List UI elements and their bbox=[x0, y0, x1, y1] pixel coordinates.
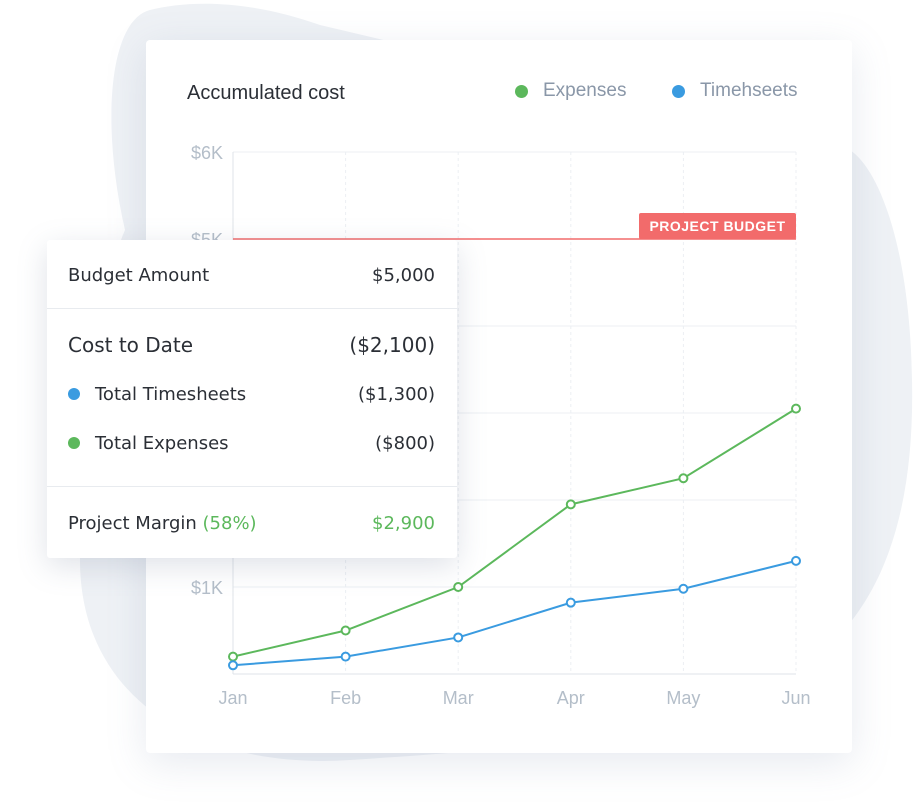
total-timesheets-label: Total Timesheets bbox=[95, 383, 247, 405]
timesheets-point bbox=[791, 555, 801, 566]
x-tick-label: Jan bbox=[218, 688, 247, 708]
project-budget-tag: PROJECT BUDGET bbox=[639, 213, 796, 239]
total-expenses-row: Total Expenses ($800) bbox=[68, 430, 435, 456]
y-tick-label: $6K bbox=[191, 143, 223, 163]
x-tick-label: May bbox=[666, 688, 700, 708]
timesheets-point bbox=[678, 583, 689, 594]
divider bbox=[47, 486, 457, 487]
timesheets-point bbox=[228, 660, 238, 671]
legend-timesheets-label: Timehseets bbox=[700, 80, 798, 101]
expenses-point bbox=[565, 499, 576, 510]
expenses-dot-icon bbox=[68, 437, 80, 449]
project-margin-row: Project Margin (58%) $2,900 bbox=[68, 510, 435, 536]
timesheets-point bbox=[565, 597, 576, 608]
timesheets-dot-icon bbox=[672, 84, 685, 98]
timesheets-point bbox=[340, 651, 351, 662]
expenses-point bbox=[678, 473, 689, 484]
project-margin-label: Project Margin bbox=[68, 512, 197, 534]
expenses-dot-icon bbox=[515, 84, 528, 98]
budget-amount-label: Budget Amount bbox=[68, 264, 210, 286]
chart-title: Accumulated cost bbox=[187, 82, 345, 104]
cost-to-date-label: Cost to Date bbox=[68, 333, 194, 357]
cost-to-date-value: ($2,100) bbox=[349, 333, 435, 357]
project-margin-percent: (58%) bbox=[202, 512, 257, 534]
summary-panel: Budget Amount $5,000 Cost to Date ($2,10… bbox=[47, 240, 457, 558]
divider bbox=[47, 308, 457, 309]
timesheets-point bbox=[453, 632, 464, 643]
total-timesheets-row: Total Timesheets ($1,300) bbox=[68, 381, 435, 407]
expenses-line bbox=[232, 407, 797, 658]
y-tick-label: $1K bbox=[191, 578, 223, 598]
total-expenses-label: Total Expenses bbox=[95, 432, 229, 454]
timesheets-dot-icon bbox=[68, 388, 80, 400]
cost-to-date-row: Cost to Date ($2,100) bbox=[68, 331, 435, 359]
expenses-point bbox=[340, 625, 351, 636]
x-tick-label: Jun bbox=[781, 688, 810, 708]
legend-expenses[interactable]: Expenses bbox=[515, 80, 626, 102]
x-tick-label: Mar bbox=[443, 688, 474, 708]
legend-expenses-label: Expenses bbox=[543, 80, 627, 101]
x-tick-label: Apr bbox=[557, 688, 585, 708]
total-timesheets-value: ($1,300) bbox=[357, 383, 435, 405]
expenses-point bbox=[791, 403, 801, 414]
total-expenses-value: ($800) bbox=[375, 432, 435, 454]
budget-amount-value: $5,000 bbox=[372, 264, 435, 286]
timesheets-line bbox=[232, 559, 797, 667]
legend-timesheets[interactable]: Timehseets bbox=[672, 80, 798, 102]
x-tick-label: Feb bbox=[330, 688, 361, 708]
expenses-point bbox=[453, 582, 464, 592]
project-margin-value: $2,900 bbox=[372, 512, 435, 534]
expenses-point bbox=[228, 651, 238, 662]
budget-amount-row: Budget Amount $5,000 bbox=[68, 262, 435, 288]
